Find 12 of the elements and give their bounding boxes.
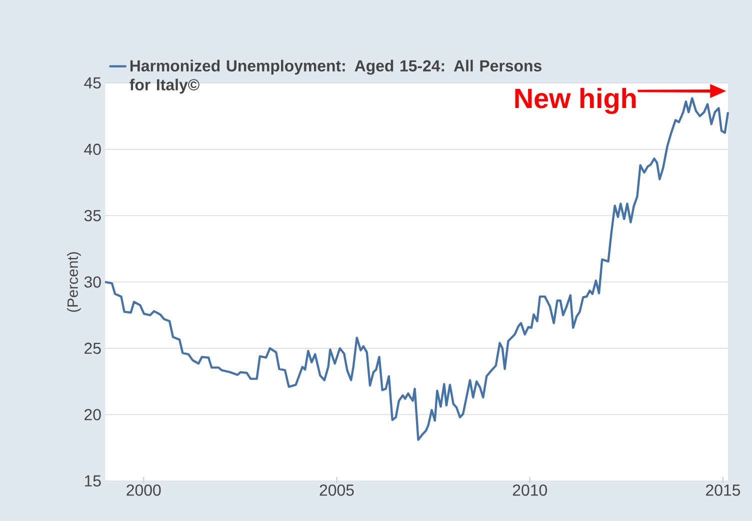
y-tick-label: 20 <box>84 409 101 420</box>
x-tick-label: 2015 <box>706 484 740 496</box>
y-tick-label: 35 <box>84 210 101 222</box>
y-tick-label: 40 <box>84 144 101 155</box>
x-tick-label: 2000 <box>126 484 161 496</box>
y-axis-title: (Percent) <box>66 252 81 312</box>
y-tick-label: 15 <box>84 475 101 487</box>
y-tick-label: 25 <box>84 342 101 354</box>
y-tick-label: 30 <box>84 276 101 288</box>
x-tick-label: 2005 <box>320 484 354 496</box>
x-tick-label: 2010 <box>512 484 547 496</box>
y-tick-label: 45 <box>84 77 101 89</box>
